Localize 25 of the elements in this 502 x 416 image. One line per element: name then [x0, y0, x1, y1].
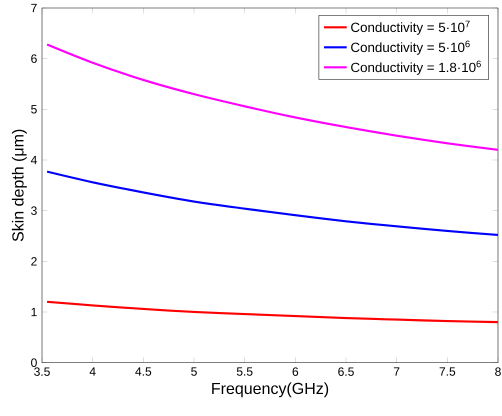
legend-label: Conductivity = 5·10$^{6}$ — [351, 40, 470, 55]
x-tick-label: 4 — [90, 367, 96, 376]
y-tick-label: 7 — [31, 4, 37, 12]
line-series — [46, 170, 498, 236]
y-tick-label: 1 — [32, 308, 37, 316]
x-tick-label: 5 — [191, 367, 197, 376]
y-tick-label: 5 — [31, 105, 37, 114]
legend-label: Conductivity = 5·10$^{7}$ — [351, 20, 470, 35]
x-tick-label: 7 — [394, 367, 400, 376]
x-tick-label: 6.5 — [338, 367, 354, 376]
y-tick-label: 4 — [30, 156, 37, 164]
y-tick-label: 3 — [31, 206, 37, 215]
x-tick-label: 6 — [292, 367, 298, 376]
x-tick-label: 4.5 — [135, 367, 152, 376]
legend-label: Conductivity = 1.8·10$^{6}$ — [351, 60, 481, 75]
x-tick-label: 8 — [495, 367, 501, 376]
x-tick-label: 5.5 — [236, 367, 253, 376]
line-series — [46, 300, 498, 324]
x-tick-label: 7.5 — [440, 367, 456, 376]
y-tick-label: 0 — [31, 358, 37, 367]
y-axis-title: Skin depth (μm) — [12, 130, 27, 242]
x-tick-label: 3.5 — [34, 367, 50, 376]
y-tick-label: 6 — [31, 54, 37, 63]
y-tick-label: 2 — [31, 257, 37, 266]
x-axis-title: Frequency(GHz) — [212, 382, 328, 398]
